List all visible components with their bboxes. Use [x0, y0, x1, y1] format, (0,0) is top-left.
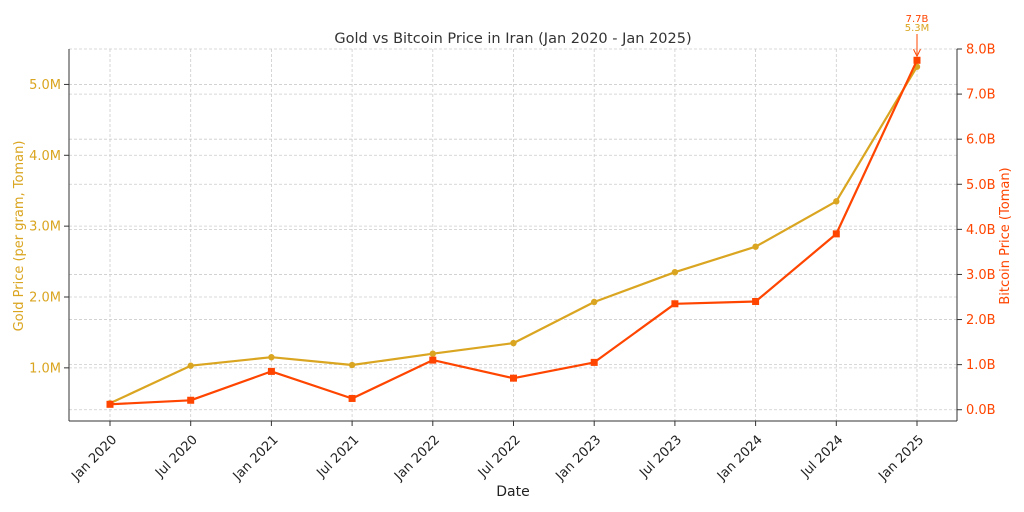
bitcoin-data-point [510, 374, 517, 382]
y-right-axis-ticks: 0.0B 1.0B 2.0B 3.0B 4.0B 5.0B 6.0B 7.0B 8.0B [957, 43, 996, 418]
y-right-tick-label: 0.0B [966, 403, 996, 418]
annotation-layer: 7.7B5.3M [905, 14, 930, 58]
annotation-arrow-head [913, 49, 921, 58]
gold-data-point [268, 354, 275, 361]
y-left-axis-title: Gold Price (per gram, Toman) [12, 141, 27, 332]
bitcoin-data-point [429, 356, 437, 364]
y-left-tick-label: 1.0M [29, 361, 61, 376]
y-right-tick-label: 5.0B [966, 178, 996, 193]
y-right-tick-label: 8.0B [966, 43, 996, 58]
gold-data-point [671, 269, 679, 276]
gold-data-point [833, 198, 840, 205]
y-right-axis-title: Bitcoin Price (Toman) [998, 167, 1013, 304]
gold-data-point [348, 361, 356, 369]
gold-data-point [510, 339, 517, 347]
bitcoin-data-point [832, 230, 840, 238]
gold-data-point [591, 298, 598, 306]
gold-data-point [752, 243, 759, 250]
annotation-label: 5.3M [905, 23, 930, 34]
y-left-tick-label: 5.0M [29, 78, 61, 93]
y-right-tick-label: 6.0B [966, 133, 996, 148]
bitcoin-data-point [913, 56, 921, 64]
bitcoin-data-point [106, 400, 114, 408]
bitcoin-data-point [187, 396, 195, 404]
series-layer [106, 56, 921, 408]
y-left-tick-label: 4.0M [29, 149, 61, 164]
bitcoin-data-point [752, 298, 760, 306]
y-right-tick-label: 1.0B [966, 358, 996, 373]
gold-data-point [429, 350, 436, 357]
y-left-tick-label: 2.0M [29, 291, 61, 306]
y-left-tick-label: 3.0M [29, 220, 61, 235]
annotation-label: 7.7B [906, 14, 929, 25]
bitcoin-data-point [348, 394, 356, 402]
chart-title: Gold vs Bitcoin Price in Iran (Jan 2020 … [334, 31, 691, 47]
bitcoin-data-point [267, 367, 275, 375]
bitcoin-data-point [590, 358, 598, 366]
bitcoin-data-point [671, 300, 679, 308]
x-axis-title: Date [496, 484, 529, 500]
y-right-tick-label: 3.0B [966, 268, 996, 283]
y-right-tick-label: 4.0B [966, 223, 996, 238]
y-left-axis-ticks: 1.0M 2.0M 3.0M 4.0M 5.0M [29, 78, 69, 376]
gold-data-point [187, 362, 194, 369]
y-right-tick-label: 7.0B [966, 88, 996, 103]
y-right-tick-label: 2.0B [966, 313, 996, 328]
